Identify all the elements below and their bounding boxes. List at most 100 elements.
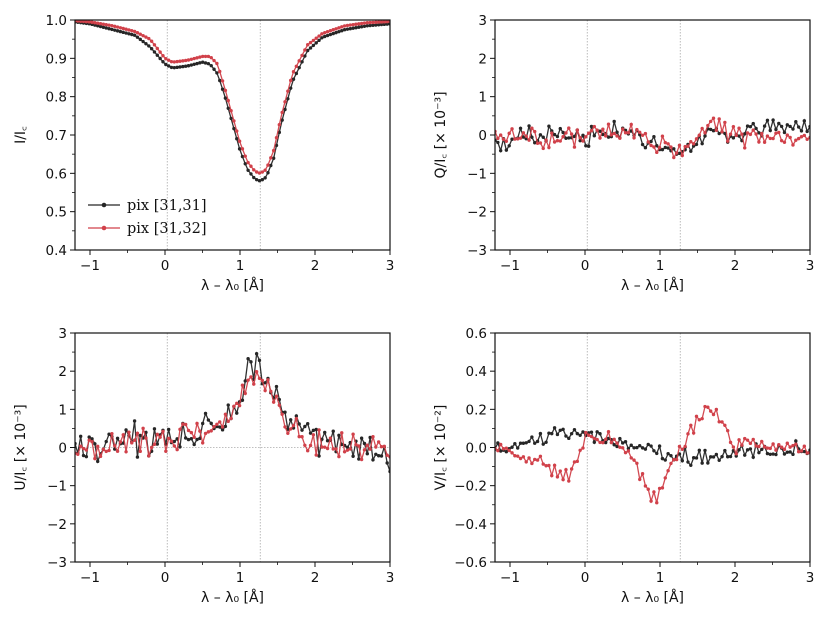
series-2-point [269, 389, 273, 393]
series-2-point [240, 383, 245, 387]
series-2-point [118, 26, 123, 30]
series-2-point [677, 143, 682, 148]
series-2-point [300, 53, 304, 58]
series-1-point [635, 445, 639, 450]
series-1-point [240, 398, 245, 402]
series-2-point [96, 21, 100, 25]
series-2-point [118, 440, 123, 444]
series-1-point [663, 145, 667, 150]
series-1-point [263, 176, 267, 180]
series-2-point [323, 30, 327, 35]
series-1-point [337, 433, 341, 438]
series-1-point [694, 142, 699, 147]
series-2-point [288, 78, 293, 83]
series-2-point [728, 132, 733, 136]
series-1-point [706, 461, 710, 465]
series-2-point [291, 70, 296, 74]
series-2-point [777, 443, 781, 447]
series-2-point [317, 34, 321, 38]
series-2-point [765, 446, 770, 450]
series-2-point [603, 134, 608, 138]
series-2-point [90, 439, 94, 444]
series-1-point [235, 137, 239, 141]
series-1-point [345, 445, 350, 450]
series-2-point [706, 405, 710, 409]
series-2-point [646, 487, 650, 491]
series-2-point [232, 404, 236, 408]
series-1-point [323, 430, 327, 435]
series-2-point [643, 131, 648, 136]
series-1-point [771, 452, 775, 456]
series-2-point [782, 140, 787, 144]
series-1-point [359, 436, 364, 440]
series-2-point [691, 142, 696, 146]
series-1-point [178, 65, 182, 69]
x-tick-label: 0 [581, 570, 590, 586]
series-1-point [340, 28, 344, 33]
series-2-point [618, 445, 622, 449]
series-2-point [743, 146, 747, 150]
series-2-point [283, 425, 287, 429]
x-tick-label: 3 [806, 570, 815, 586]
series-1-point [152, 50, 157, 54]
series-1-point [226, 106, 230, 110]
series-2-point [743, 436, 747, 441]
series-1-point [518, 441, 523, 445]
series-2-point [300, 435, 304, 439]
series-2-point [672, 457, 676, 462]
series-1-point [206, 61, 211, 66]
series-2-point [98, 22, 103, 26]
series-1-point [314, 41, 318, 45]
series-1-point [700, 141, 704, 146]
series-2-point [78, 20, 83, 23]
series-1-point [294, 414, 299, 418]
series-1-point [141, 39, 145, 44]
series-2-point [805, 137, 809, 141]
x-tick-label: 3 [806, 258, 815, 274]
series-1-point [643, 146, 648, 150]
y-tick-label: 0.7 [46, 128, 67, 144]
series-1-point [124, 31, 128, 35]
series-2-point [340, 431, 344, 435]
series-2-point [592, 124, 597, 129]
series-1-point [300, 428, 304, 432]
series-2-point [371, 20, 375, 25]
series-2-point [84, 448, 89, 452]
series-1-point [201, 421, 205, 426]
series-1-point [317, 454, 321, 458]
series-2-point [791, 143, 795, 147]
series-2-point [158, 50, 162, 54]
series-1-point [564, 136, 568, 140]
series-2-point [189, 57, 194, 61]
series-2-point [521, 131, 526, 135]
series-2-point [178, 59, 182, 63]
series-2-point [291, 423, 296, 428]
y-tick-label: 0.5 [46, 205, 67, 221]
series-2-point [737, 438, 741, 442]
series-2-point [589, 129, 594, 133]
series-2-point [578, 448, 582, 453]
series-1-point [504, 450, 509, 454]
series-1-point [203, 61, 208, 65]
series-2-point [760, 439, 764, 444]
series-1-point [805, 129, 809, 134]
series-1-point [132, 419, 137, 423]
series-2-point [504, 446, 509, 450]
y-tick-label: 0.2 [466, 402, 487, 418]
series-1-point [550, 431, 554, 436]
series-2-point [104, 449, 108, 454]
series-2-point [348, 23, 352, 27]
series-1-point [626, 446, 631, 451]
series-1-point [714, 452, 719, 457]
series-1-point [791, 127, 795, 131]
series-2-point [218, 69, 222, 74]
series-group [75, 20, 390, 183]
series-1-point [155, 53, 159, 57]
series-2-point [183, 58, 188, 63]
series-2-point [115, 25, 120, 29]
series-2-point [777, 130, 781, 135]
series-2-point [649, 143, 653, 148]
series-1-point [149, 47, 154, 51]
series-1-point [294, 71, 299, 76]
series-1-point [745, 448, 750, 452]
